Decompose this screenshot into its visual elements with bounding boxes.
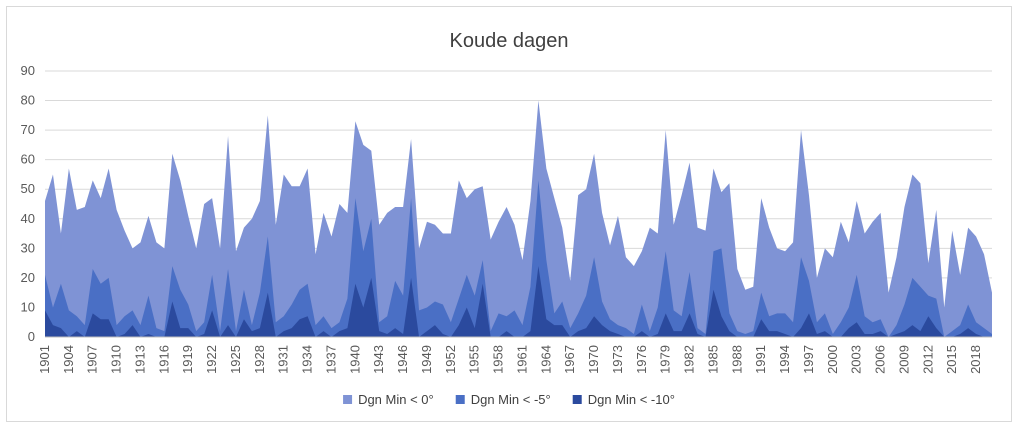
x-tick-label: 1925	[228, 345, 243, 374]
x-tick-label: 2009	[896, 345, 911, 374]
y-tick-label: 0	[28, 329, 35, 344]
x-tick-label: 2006	[873, 345, 888, 374]
x-tick-label: 1937	[323, 345, 338, 374]
chart-frame: Koude dagen 0 10 20 30 40 50 60 70 80 90 1901 1904 1…	[6, 6, 1012, 422]
x-tick-label: 1922	[204, 345, 219, 374]
axes: 0 10 20 30 40 50 60 70 80 90 1901 1904 1907 1910 1913 1…	[21, 63, 992, 374]
x-tick-label: 1904	[61, 345, 76, 374]
y-tick-label: 70	[21, 122, 35, 137]
legend-label-0: Dgn Min < 0°	[358, 392, 434, 407]
x-tick-label: 1934	[300, 345, 315, 374]
x-tick-label: 1943	[371, 345, 386, 374]
legend: Dgn Min < 0° Dgn Min < -5° Dgn Min < -10°	[343, 392, 675, 407]
y-tick-label: 30	[21, 240, 35, 255]
x-tick-label: 1901	[37, 345, 52, 374]
x-tick-label: 1919	[180, 345, 195, 374]
y-tick-label: 10	[21, 299, 35, 314]
x-tick-label: 1967	[562, 345, 577, 374]
x-tick-label: 1946	[395, 345, 410, 374]
x-tick-label: 1910	[109, 345, 124, 374]
legend-swatch-2	[572, 395, 582, 404]
x-tick-label: 2015	[944, 345, 959, 374]
x-tick-label: 1961	[514, 345, 529, 374]
x-tick-label: 2012	[920, 345, 935, 374]
x-tick-label: 2018	[968, 345, 983, 374]
x-tick-label: 1970	[586, 345, 601, 374]
y-tick-label: 20	[21, 270, 35, 285]
x-tick-label: 1982	[682, 345, 697, 374]
x-tick-label: 1916	[156, 345, 171, 374]
legend-label-1: Dgn Min < -5°	[471, 392, 551, 407]
x-tick-label: 1985	[705, 345, 720, 374]
y-tick-label: 50	[21, 181, 35, 196]
series-areas	[45, 100, 992, 337]
legend-label-2: Dgn Min < -10°	[588, 392, 675, 407]
x-tick-label: 1949	[419, 345, 434, 374]
x-tick-label: 1907	[85, 345, 100, 374]
x-tick-label: 2000	[825, 345, 840, 374]
chart-title: Koude dagen	[449, 30, 568, 52]
area-chart: Koude dagen 0 10 20 30 40 50 60 70 80 90 1901 1904 1…	[21, 30, 992, 407]
x-tick-label: 1964	[538, 345, 553, 374]
y-tick-label: 40	[21, 211, 35, 226]
x-tick-label: 1973	[610, 345, 625, 374]
x-tick-label: 1928	[252, 345, 267, 374]
x-tick-label: 1991	[753, 345, 768, 374]
x-tick-label: 1979	[658, 345, 673, 374]
x-tick-label: 1958	[491, 345, 506, 374]
x-tick-label: 1913	[132, 345, 147, 374]
x-tick-label: 1955	[467, 345, 482, 374]
x-tick-label: 1976	[634, 345, 649, 374]
x-tick-label: 1931	[276, 345, 291, 374]
legend-swatch-0	[343, 395, 353, 404]
x-tick-label: 1940	[347, 345, 362, 374]
area-series-0	[45, 100, 992, 337]
x-tick-label: 1988	[729, 345, 744, 374]
x-tick-label: 1952	[443, 345, 458, 374]
x-tick-label: 1997	[801, 345, 816, 374]
x-tick-label: 1994	[777, 345, 792, 374]
y-tick-label: 80	[21, 93, 35, 108]
legend-swatch-1	[455, 395, 465, 404]
x-tick-label: 2003	[849, 345, 864, 374]
y-tick-label: 90	[21, 63, 35, 78]
y-tick-label: 60	[21, 152, 35, 167]
